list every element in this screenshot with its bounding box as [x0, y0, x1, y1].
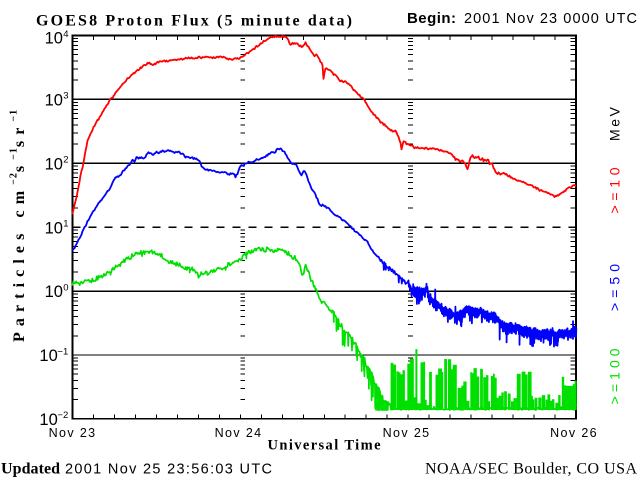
- svg-text:Particles cm−2s−1sr−1: Particles cm−2s−1sr−1: [9, 109, 29, 342]
- svg-text:Nov 26: Nov 26: [550, 426, 597, 440]
- svg-text:10: 10: [45, 219, 63, 237]
- svg-text:Updated: Updated: [1, 461, 60, 478]
- svg-text:2: 2: [63, 155, 68, 166]
- svg-text:10: 10: [45, 283, 63, 301]
- svg-text:0: 0: [63, 282, 68, 293]
- svg-text:Nov 25: Nov 25: [383, 426, 430, 440]
- svg-text:10: 10: [45, 30, 63, 48]
- svg-text:3: 3: [63, 91, 68, 102]
- svg-text:4: 4: [63, 29, 68, 40]
- svg-text:10: 10: [39, 411, 57, 429]
- svg-text:GOES8 Proton Flux (5 minute da: GOES8 Proton Flux (5 minute data): [36, 12, 352, 29]
- svg-text:−2: −2: [57, 410, 68, 421]
- svg-text:2001 Nov 25 23:56:03 UTC: 2001 Nov 25 23:56:03 UTC: [65, 462, 272, 478]
- svg-text:−1: −1: [57, 346, 68, 357]
- svg-text:1: 1: [63, 219, 68, 230]
- svg-text:2001 Nov 23 0000 UTC: 2001 Nov 23 0000 UTC: [464, 11, 637, 27]
- svg-text:10: 10: [45, 92, 63, 110]
- svg-text:NOAA/SEC Boulder, CO USA: NOAA/SEC Boulder, CO USA: [425, 461, 637, 478]
- svg-text:10: 10: [39, 347, 57, 365]
- svg-text:Begin:: Begin:: [407, 10, 456, 27]
- svg-text:Nov 23: Nov 23: [49, 426, 96, 440]
- svg-text:Nov 24: Nov 24: [215, 426, 262, 440]
- svg-text:>=100: >=100: [607, 348, 623, 404]
- svg-text:MeV: MeV: [607, 106, 623, 141]
- svg-text:10: 10: [45, 155, 63, 173]
